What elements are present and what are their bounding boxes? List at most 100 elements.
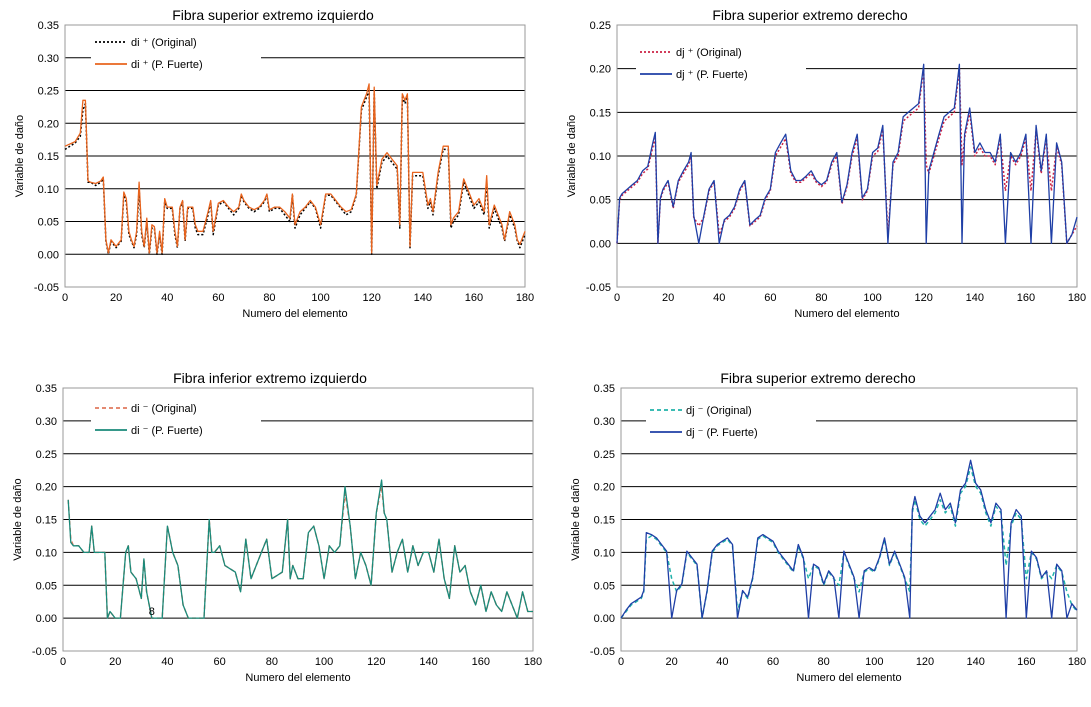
- series-line-1: [616, 67, 1078, 245]
- x-tick-label: 160: [1017, 292, 1035, 304]
- series-line-2: [67, 479, 533, 619]
- x-tick-label: 40: [713, 292, 725, 304]
- chart-panel-4: Fibra superior extremo derecho -0.05 0.00 0…: [570, 370, 1086, 684]
- x-tick-label: 80: [815, 292, 827, 304]
- x-tick-label: 20: [662, 292, 674, 304]
- legend: dj ⁺ (Original) dj ⁺ (P. Fuerte): [636, 40, 806, 86]
- x-axis-label: Numero del elemento: [245, 672, 350, 684]
- chart-panel-1: Fibra superior extremo izquierdo -0.05 0.0…: [14, 7, 534, 320]
- series-line-2: [64, 83, 526, 254]
- legend-label: di ⁺ (Original): [131, 37, 197, 49]
- y-axis-label: Variable de daño: [566, 115, 578, 197]
- y-tick-label: 0.20: [36, 482, 57, 494]
- x-tick-label: 20: [109, 656, 121, 668]
- x-tick-label: 0: [618, 656, 624, 668]
- chart-panel-2: Fibra superior extremo derecho -0.05 0.00 0…: [566, 7, 1086, 320]
- x-tick-label: 0: [60, 656, 66, 668]
- legend-box: [646, 398, 816, 444]
- legend-label: dj ⁺ (Original): [676, 47, 742, 59]
- y-tick-label: 0.30: [38, 53, 59, 65]
- x-tick-label: 60: [764, 292, 776, 304]
- plot-area: [616, 24, 1078, 288]
- x-tick-label: 40: [716, 656, 728, 668]
- plot-area: [62, 387, 534, 652]
- legend-box: [91, 30, 261, 76]
- y-tick-label: 0.20: [594, 482, 615, 494]
- x-tick-label: 40: [161, 292, 173, 304]
- legend: di ⁻ (Original) di ⁻ (P. Fuerte): [91, 396, 261, 442]
- plot-area: [620, 387, 1078, 652]
- x-tick-label: 160: [1017, 656, 1035, 668]
- y-tick-label: 0.35: [38, 20, 59, 32]
- chart-title: Fibra superior extremo derecho: [720, 370, 916, 386]
- x-tick-label: 40: [161, 656, 173, 668]
- y-tick-label: 0.05: [36, 580, 57, 592]
- series-line-1: [620, 466, 1078, 619]
- y-tick-label: 0.35: [594, 383, 615, 395]
- x-tick-label: 0: [614, 292, 620, 304]
- y-tick-label: 0.10: [38, 184, 59, 196]
- series-line-1: [64, 89, 526, 256]
- y-tick-label: 0.20: [38, 118, 59, 130]
- y-tick-label: 0.15: [594, 515, 615, 527]
- x-tick-label: 180: [516, 292, 534, 304]
- x-tick-label: 120: [914, 292, 932, 304]
- x-tick-label: 120: [367, 656, 385, 668]
- chart-title: Fibra inferior extremo izquierdo: [173, 370, 367, 386]
- x-axis-label: Numero del elemento: [796, 672, 901, 684]
- x-tick-label: 120: [362, 292, 380, 304]
- x-tick-label: 140: [966, 292, 984, 304]
- legend-label: dj ⁺ (P. Fuerte): [676, 69, 748, 81]
- x-tick-label: 80: [818, 656, 830, 668]
- x-tick-label: 140: [419, 656, 437, 668]
- x-tick-label: 80: [266, 656, 278, 668]
- x-tick-label: 140: [414, 292, 432, 304]
- y-tick-label: 0.30: [36, 416, 57, 428]
- y-tick-label: 0.00: [594, 613, 615, 625]
- x-tick-label: 60: [767, 656, 779, 668]
- x-tick-label: 140: [966, 656, 984, 668]
- y-tick-label: -0.05: [586, 282, 611, 294]
- y-tick-label: 0.10: [594, 547, 615, 559]
- legend-label: dj ⁻ (Original): [686, 405, 752, 417]
- x-tick-label: 180: [524, 656, 542, 668]
- y-tick-label: -0.05: [34, 282, 59, 294]
- y-tick-label: 0.25: [38, 86, 59, 98]
- chart-panel-3: Fibra inferior extremo izquierdo -0.05 0.0…: [12, 370, 542, 684]
- y-tick-label: 0.05: [594, 580, 615, 592]
- legend: di ⁺ (Original) di ⁺ (P. Fuerte): [91, 30, 261, 76]
- x-tick-label: 60: [212, 292, 224, 304]
- y-tick-label: 0.05: [590, 195, 611, 207]
- y-tick-label: -0.05: [32, 646, 57, 658]
- x-tick-label: 100: [311, 292, 329, 304]
- y-tick-label: 0.30: [594, 416, 615, 428]
- y-axis-label: Variable de daño: [14, 115, 26, 197]
- y-tick-label: 0.25: [590, 20, 611, 32]
- legend-box: [636, 40, 806, 86]
- x-tick-label: 180: [1068, 292, 1086, 304]
- y-tick-label: 0.20: [590, 64, 611, 76]
- x-tick-label: 180: [1068, 656, 1086, 668]
- legend-label: di ⁻ (P. Fuerte): [131, 425, 203, 437]
- legend-label: di ⁺ (P. Fuerte): [131, 59, 203, 71]
- x-tick-label: 160: [472, 656, 490, 668]
- legend: dj ⁻ (Original) dj ⁻ (P. Fuerte): [646, 398, 816, 444]
- x-tick-label: 120: [916, 656, 934, 668]
- x-tick-label: 20: [110, 292, 122, 304]
- x-tick-label: 0: [62, 292, 68, 304]
- y-tick-label: 0.00: [38, 249, 59, 261]
- x-axis-label: Numero del elemento: [242, 308, 347, 320]
- y-tick-label: 0.25: [594, 449, 615, 461]
- y-tick-label: 0.00: [36, 613, 57, 625]
- y-axis-label: Variable de daño: [570, 478, 582, 560]
- y-tick-label: 0.15: [38, 151, 59, 163]
- x-tick-label: 60: [214, 656, 226, 668]
- plot-area: [64, 24, 526, 288]
- x-tick-label: 100: [863, 292, 881, 304]
- y-tick-label: 0.35: [36, 383, 57, 395]
- y-tick-label: 0.00: [590, 238, 611, 250]
- chart-title: Fibra superior extremo izquierdo: [172, 7, 374, 23]
- y-tick-label: 0.10: [590, 151, 611, 163]
